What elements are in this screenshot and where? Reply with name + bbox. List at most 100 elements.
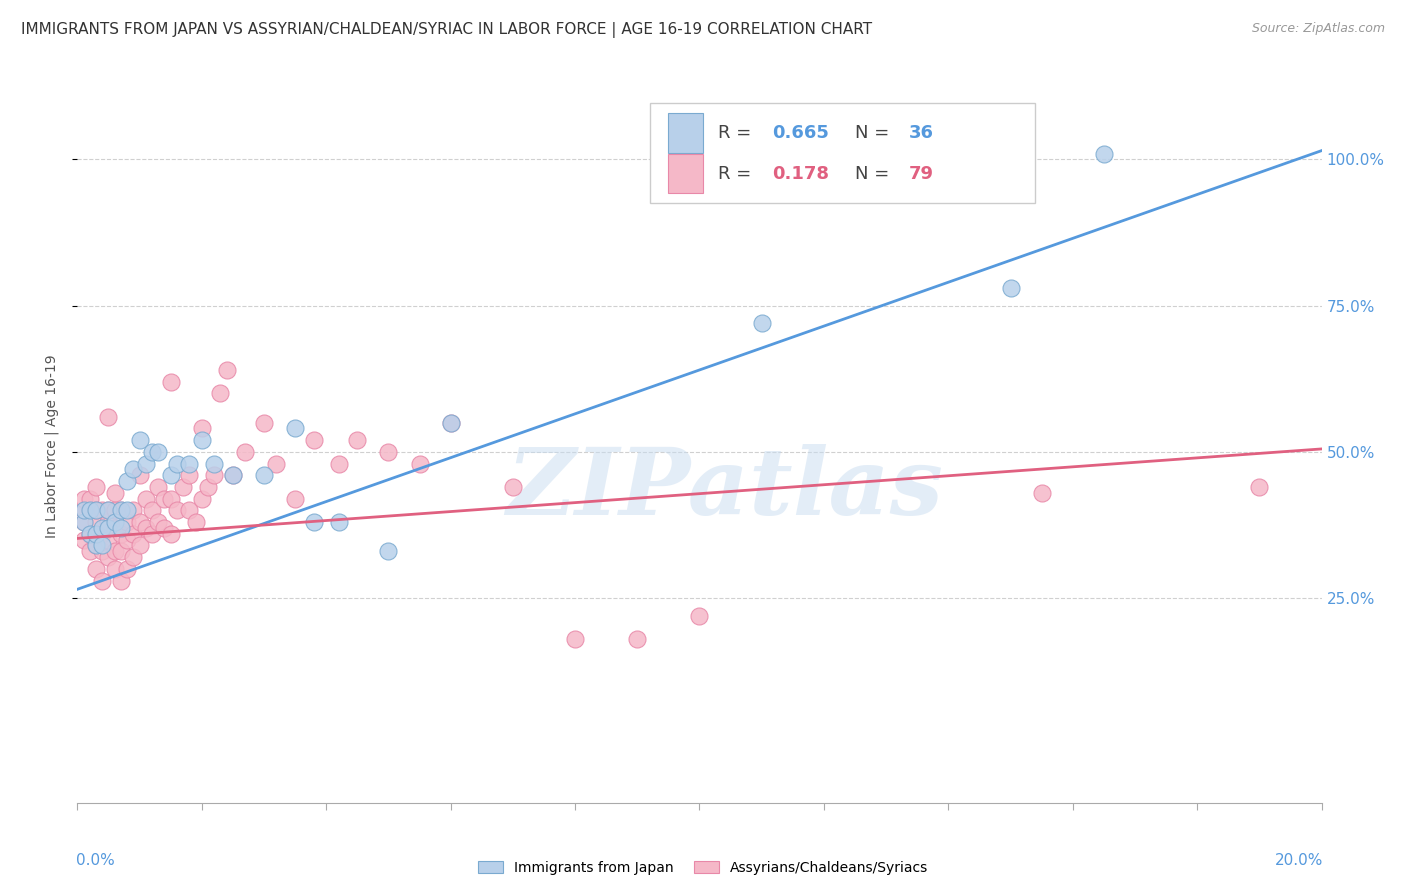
Point (215, 363, 238, 377)
Point (91, 544, 114, 558)
Point (751, 316, 773, 330)
Point (153, 521, 176, 535)
Point (626, 632, 648, 646)
Point (97, 503, 120, 517)
Point (110, 574, 132, 588)
Point (115, 503, 138, 517)
Point (191, 433, 214, 447)
Text: ZIPatlas: ZIPatlas (506, 444, 943, 533)
Point (115, 515, 138, 529)
Legend: Immigrants from Japan, Assyrians/Chaldeans/Syriacs: Immigrants from Japan, Assyrians/Chaldea… (472, 855, 934, 880)
Point (79, 544, 101, 558)
Point (104, 485, 127, 500)
Point (122, 526, 145, 541)
Text: Source: ZipAtlas.com: Source: ZipAtlas.com (1251, 22, 1385, 36)
Point (104, 503, 127, 517)
Point (1249, 480, 1271, 494)
Point (128, 468, 150, 483)
Point (253, 416, 276, 430)
Point (222, 468, 245, 483)
Point (408, 457, 430, 471)
Point (72, 491, 94, 506)
Point (179, 457, 201, 471)
Point (110, 503, 132, 517)
Point (179, 468, 201, 483)
Point (135, 491, 157, 506)
Point (564, 632, 586, 646)
Point (284, 491, 307, 506)
Point (159, 526, 181, 541)
Point (79, 503, 101, 517)
Point (79, 526, 101, 541)
Point (440, 416, 463, 430)
Text: 79: 79 (908, 165, 934, 183)
Y-axis label: In Labor Force | Age 16-19: In Labor Force | Age 16-19 (45, 354, 59, 538)
Point (97, 533, 120, 547)
FancyBboxPatch shape (668, 113, 703, 153)
Point (97, 521, 120, 535)
Point (135, 521, 157, 535)
Point (209, 386, 232, 401)
Point (502, 480, 524, 494)
Point (72, 503, 94, 517)
Point (266, 457, 288, 471)
Point (115, 533, 138, 547)
Point (84, 562, 107, 576)
Point (115, 474, 138, 488)
Point (184, 515, 207, 529)
Point (377, 445, 399, 459)
Point (191, 491, 214, 506)
Text: IMMIGRANTS FROM JAPAN VS ASSYRIAN/CHALDEAN/SYRIAC IN LABOR FORCE | AGE 16-19 COR: IMMIGRANTS FROM JAPAN VS ASSYRIAN/CHALDE… (21, 22, 872, 38)
Point (84, 538, 107, 552)
Point (72, 515, 94, 529)
Point (122, 550, 145, 565)
Point (110, 544, 132, 558)
Point (202, 468, 225, 483)
Point (284, 421, 307, 435)
Point (1000, 281, 1022, 295)
Point (346, 433, 368, 447)
Text: R =: R = (718, 124, 758, 142)
Point (179, 503, 201, 517)
Point (153, 491, 176, 506)
Text: N =: N = (855, 165, 896, 183)
Point (91, 574, 114, 588)
Point (104, 521, 127, 535)
Point (84, 503, 107, 517)
Point (84, 526, 107, 541)
Point (159, 468, 181, 483)
Point (689, 608, 711, 623)
Point (302, 515, 325, 529)
Point (253, 468, 276, 483)
Point (97, 515, 120, 529)
Text: 0.0%: 0.0% (76, 853, 115, 868)
Point (128, 538, 150, 552)
Point (202, 457, 225, 471)
Point (72, 533, 94, 547)
Point (128, 515, 150, 529)
Point (91, 521, 114, 535)
Point (377, 544, 399, 558)
Point (1031, 485, 1053, 500)
Point (328, 457, 350, 471)
Point (79, 503, 101, 517)
Point (302, 433, 325, 447)
Point (440, 416, 463, 430)
Point (91, 526, 114, 541)
Point (159, 375, 181, 389)
Point (79, 491, 101, 506)
Point (79, 526, 101, 541)
Point (233, 445, 256, 459)
Point (110, 503, 132, 517)
FancyBboxPatch shape (668, 154, 703, 194)
Point (141, 503, 163, 517)
Point (148, 515, 170, 529)
Point (91, 503, 114, 517)
Point (166, 503, 188, 517)
Point (148, 445, 170, 459)
Point (1092, 146, 1115, 161)
Point (148, 480, 170, 494)
Text: 0.178: 0.178 (772, 165, 828, 183)
Point (97, 409, 120, 424)
Point (141, 445, 163, 459)
